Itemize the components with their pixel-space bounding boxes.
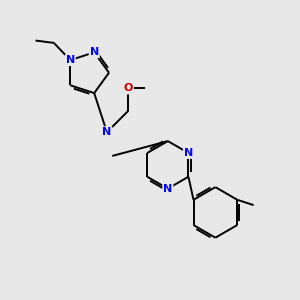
Text: N: N (66, 55, 75, 65)
Text: O: O (124, 83, 133, 94)
Text: N: N (184, 148, 193, 158)
Text: N: N (163, 184, 172, 194)
Text: N: N (90, 47, 99, 57)
Text: N: N (102, 127, 112, 137)
